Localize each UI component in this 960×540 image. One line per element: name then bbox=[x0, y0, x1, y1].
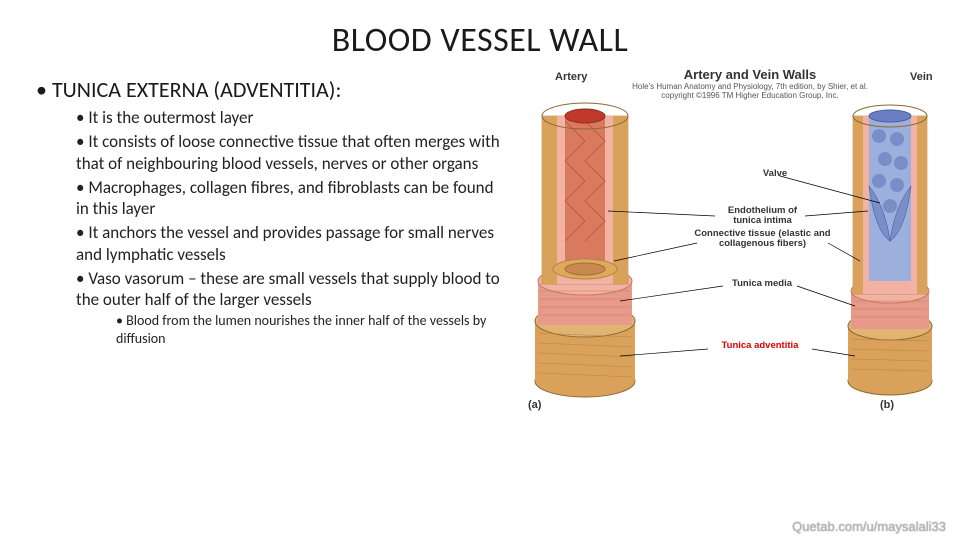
bullet-text: Vaso vasorum – these are small vessels t… bbox=[76, 268, 500, 310]
bullet: It is the outermost layer bbox=[76, 107, 500, 128]
vessel-diagram-svg bbox=[510, 91, 960, 441]
layer-valve: Valve bbox=[745, 169, 805, 179]
bullet: It consists of loose connective tissue t… bbox=[76, 131, 500, 174]
slide: BLOOD VESSEL WALL TUNICA EXTERNA (ADVENT… bbox=[0, 0, 960, 540]
layer-connective: Connective tissue (elastic and collageno… bbox=[690, 229, 835, 249]
layer-adventitia: Tunica adventitia bbox=[705, 341, 815, 351]
heading: TUNICA EXTERNA (ADVENTITIA): It is the o… bbox=[36, 76, 500, 347]
bullet: It anchors the vessel and provides passa… bbox=[76, 222, 500, 265]
bullet: Vaso vasorum – these are small vessels t… bbox=[76, 268, 500, 348]
heading-text: TUNICA EXTERNA (ADVENTITIA): bbox=[52, 76, 341, 103]
content-row: TUNICA EXTERNA (ADVENTITIA): It is the o… bbox=[30, 71, 930, 520]
layer-endothelium: Endothelium of tunica intima bbox=[715, 206, 810, 226]
panel-b-label: (b) bbox=[880, 399, 894, 411]
diagram-column: Artery and Vein Walls Hole's Human Anato… bbox=[510, 71, 930, 520]
text-column: TUNICA EXTERNA (ADVENTITIA): It is the o… bbox=[30, 71, 500, 520]
diagram-title: Artery and Vein Walls bbox=[660, 67, 840, 82]
bullet: Macrophages, collagen fibres, and fibrob… bbox=[76, 177, 500, 220]
vein-label: Vein bbox=[910, 71, 933, 83]
sub-bullet: Blood from the lumen nourishes the inner… bbox=[116, 312, 500, 347]
layer-media: Tunica media bbox=[722, 279, 802, 289]
page-title: BLOOD VESSEL WALL bbox=[30, 20, 930, 61]
artery-label: Artery bbox=[555, 71, 587, 83]
watermark: Quetab.com/u/maysalali33 bbox=[792, 519, 946, 534]
panel-a-label: (a) bbox=[528, 399, 541, 411]
